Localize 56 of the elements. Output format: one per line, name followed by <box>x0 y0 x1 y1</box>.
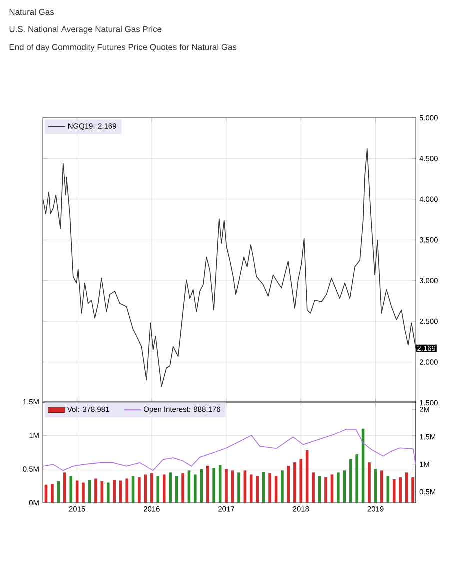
bar <box>250 474 253 503</box>
bar <box>262 472 266 503</box>
bar <box>287 466 290 503</box>
bar <box>188 470 191 503</box>
bar <box>63 472 66 503</box>
bar <box>156 476 160 503</box>
chart-title: Natural Gas <box>10 8 54 16</box>
bar <box>343 470 346 503</box>
bar <box>392 479 396 503</box>
bar <box>244 470 247 503</box>
bar <box>194 474 197 503</box>
bar <box>356 454 358 503</box>
bar <box>206 466 210 503</box>
bar <box>300 459 303 503</box>
bar <box>318 476 322 503</box>
bar <box>405 472 408 503</box>
bar <box>225 469 228 503</box>
bar <box>150 473 154 503</box>
bar <box>126 478 128 503</box>
bar <box>281 470 284 503</box>
bar <box>399 477 402 503</box>
bar <box>368 462 371 503</box>
bar <box>294 462 296 503</box>
bar <box>349 459 352 503</box>
bar <box>70 476 73 503</box>
bar <box>212 468 216 503</box>
bar <box>182 473 184 503</box>
bar <box>306 450 309 503</box>
bar <box>238 472 240 503</box>
bar <box>51 484 54 503</box>
bar <box>132 476 135 503</box>
bar <box>330 474 334 503</box>
bar <box>88 480 92 503</box>
bar <box>169 472 172 503</box>
bar <box>268 473 272 503</box>
bar <box>138 477 141 503</box>
bar <box>162 474 166 503</box>
bar <box>57 481 60 503</box>
text: End of day Commodity Futures Price Quotes for Natural Gas <box>10 44 237 52</box>
bar <box>312 472 315 503</box>
bar <box>386 476 390 503</box>
chart-subtitle: U.S. National Average Natural Gas Price <box>10 26 162 34</box>
bar <box>144 474 148 503</box>
bar <box>231 470 234 503</box>
bar <box>94 478 98 503</box>
bar <box>256 476 260 503</box>
bar <box>175 476 178 503</box>
bar <box>82 482 85 503</box>
bar <box>324 477 328 503</box>
bar <box>274 476 278 503</box>
bar <box>380 470 384 503</box>
bar <box>412 477 414 503</box>
bar <box>100 481 104 503</box>
bar <box>337 472 340 503</box>
bar <box>107 482 110 503</box>
bar <box>113 480 116 503</box>
